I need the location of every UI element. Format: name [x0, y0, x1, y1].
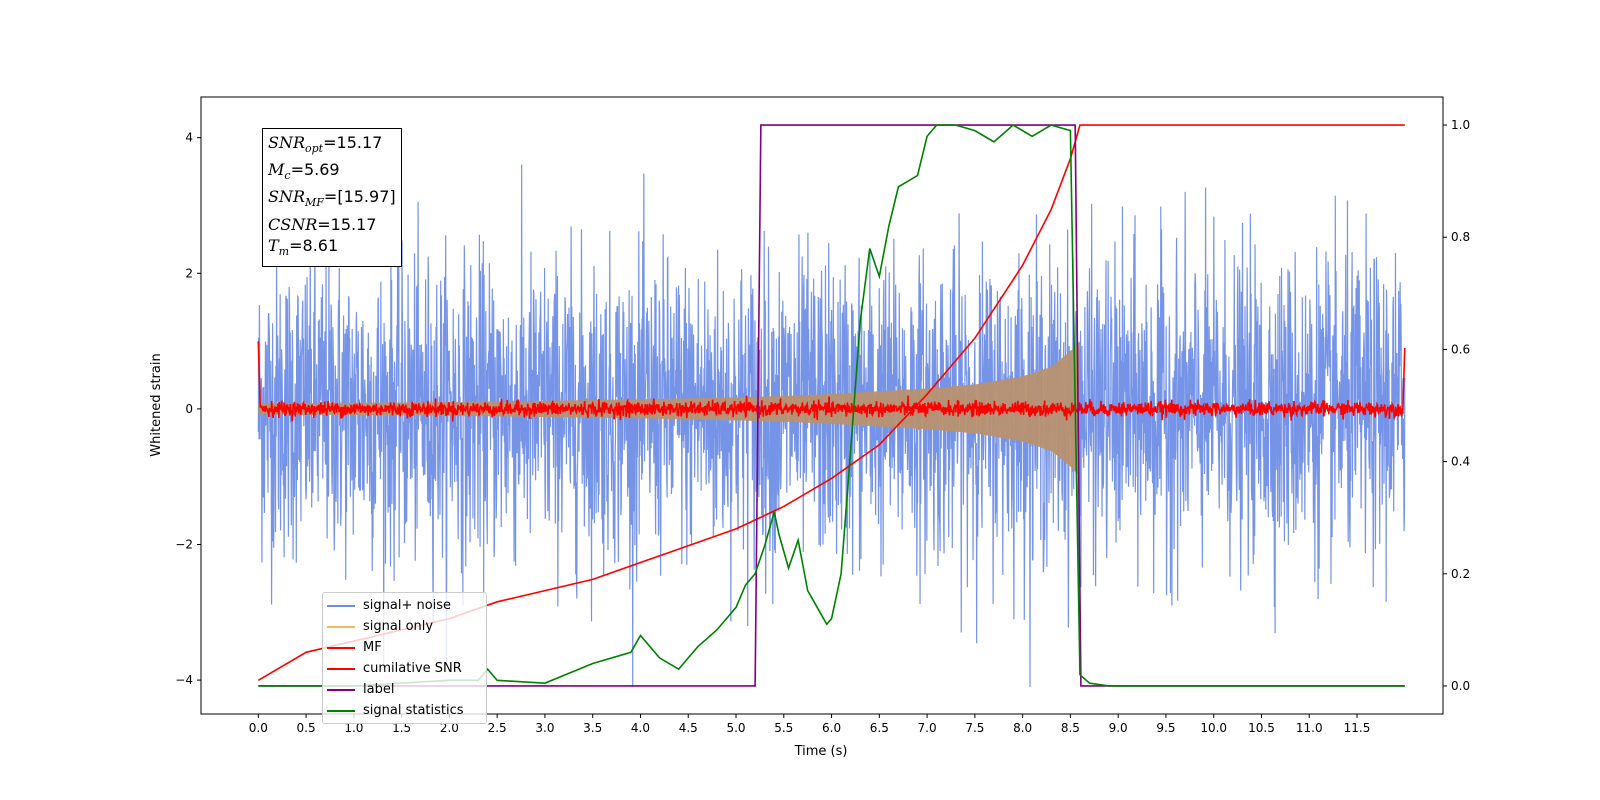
y2-tick-label: 1.0: [1451, 118, 1470, 132]
mc-value: =5.69: [290, 160, 340, 180]
legend-swatch: [327, 688, 355, 691]
legend-item-signal-only: signal only: [327, 616, 482, 637]
legend-label: label: [363, 682, 395, 697]
x-tick-label: 10.0: [1200, 721, 1227, 735]
stats-annotation-box: SNRopt=15.17 Mc=5.69 SNRMF=[15.97] CSNR=…: [262, 128, 402, 267]
y2-tick-label: 0.2: [1451, 567, 1470, 581]
series-signal-noise: [257, 164, 1406, 687]
legend-item-signal-statistics: signal statistics: [327, 700, 482, 721]
legend-label: signal statistics: [363, 703, 464, 718]
legend-swatch: [327, 709, 355, 712]
legend-label: cumilative SNR: [363, 661, 462, 676]
y-axis-right: 0.0 0.2 0.4 0.6 0.8 1.0: [1443, 118, 1470, 693]
x-tick-label: 0.5: [297, 721, 316, 735]
x-tick-label: 1.5: [392, 721, 411, 735]
y2-tick-label: 0.0: [1451, 679, 1470, 693]
legend-item-mf: MF: [327, 637, 482, 658]
y2-tick-label: 0.8: [1451, 230, 1470, 244]
legend-item-cumulative-snr: cumilative SNR: [327, 658, 482, 679]
y-axis-label: Whitened strain: [149, 353, 164, 456]
legend-label: signal only: [363, 619, 434, 634]
y-tick-label: 2: [185, 266, 193, 280]
series-signal-statistics: [258, 124, 1405, 687]
legend-swatch: [327, 625, 355, 628]
legend-item-label: label: [327, 679, 482, 700]
x-tick-label: 4.0: [631, 721, 650, 735]
y-tick-label: −4: [175, 673, 193, 687]
y2-tick-label: 0.4: [1451, 455, 1470, 469]
legend-label: signal+ noise: [363, 598, 452, 613]
legend-label: MF: [363, 640, 382, 655]
x-tick-label: 11.5: [1344, 721, 1371, 735]
mc-line: Mc=5.69: [268, 160, 340, 183]
x-tick-label: 8.0: [1013, 721, 1032, 735]
x-tick-label: 8.5: [1061, 721, 1080, 735]
x-tick-label: 1.0: [344, 721, 363, 735]
plot-frame: [200, 96, 1444, 715]
x-tick-label: 9.0: [1109, 721, 1128, 735]
snr-opt-value: =15.17: [323, 133, 383, 152]
x-axis-label: Time (s): [794, 744, 848, 759]
x-axis: 0.0 0.5 1.0 1.5 2.0 2.5 3.0 3.5 4.0 4.5 5.0 5.5 6.0 6…: [249, 714, 1371, 735]
tm-value: =8.61: [289, 235, 339, 255]
snr-mf-value: =[15.97]: [323, 187, 396, 207]
legend-swatch: [327, 646, 355, 649]
tm-line: Tm=8.61: [268, 235, 339, 258]
x-tick-label: 7.5: [965, 721, 984, 735]
x-tick-label: 6.0: [822, 721, 841, 735]
x-tick-label: 6.5: [870, 721, 889, 735]
x-tick-label: 7.0: [918, 721, 937, 735]
y-tick-label: −2: [175, 537, 193, 551]
csnr-line: CSNR=15.17: [268, 214, 377, 234]
legend-swatch: [327, 667, 355, 670]
y-axis-left: −4 −2 0 2 4: [175, 131, 201, 687]
x-tick-label: 2.5: [488, 721, 507, 735]
x-tick-label: 3.0: [535, 721, 554, 735]
x-tick-label: 11.0: [1296, 721, 1323, 735]
legend-swatch: [327, 604, 355, 607]
x-tick-label: 5.0: [726, 721, 745, 735]
legend-item-signal-noise: signal+ noise: [327, 595, 482, 616]
y2-tick-label: 0.6: [1451, 342, 1470, 356]
series-mf: [257, 341, 1406, 422]
x-tick-label: 9.5: [1156, 721, 1175, 735]
snr-mf-line: SNRMF=[15.97]: [268, 187, 396, 210]
x-tick-label: 3.5: [583, 721, 602, 735]
x-tick-label: 2.0: [440, 721, 459, 735]
y-tick-label: 4: [185, 131, 193, 145]
snr-opt-line: SNRopt=15.17: [268, 133, 383, 156]
y-tick-label: 0: [185, 402, 193, 416]
x-tick-label: 0.0: [249, 721, 268, 735]
csnr-value: =15.17: [317, 214, 377, 234]
legend: signal+ noise signal only MF cumilative …: [322, 592, 487, 724]
x-tick-label: 5.5: [774, 721, 793, 735]
x-tick-label: 4.5: [679, 721, 698, 735]
x-tick-label: 10.5: [1248, 721, 1275, 735]
